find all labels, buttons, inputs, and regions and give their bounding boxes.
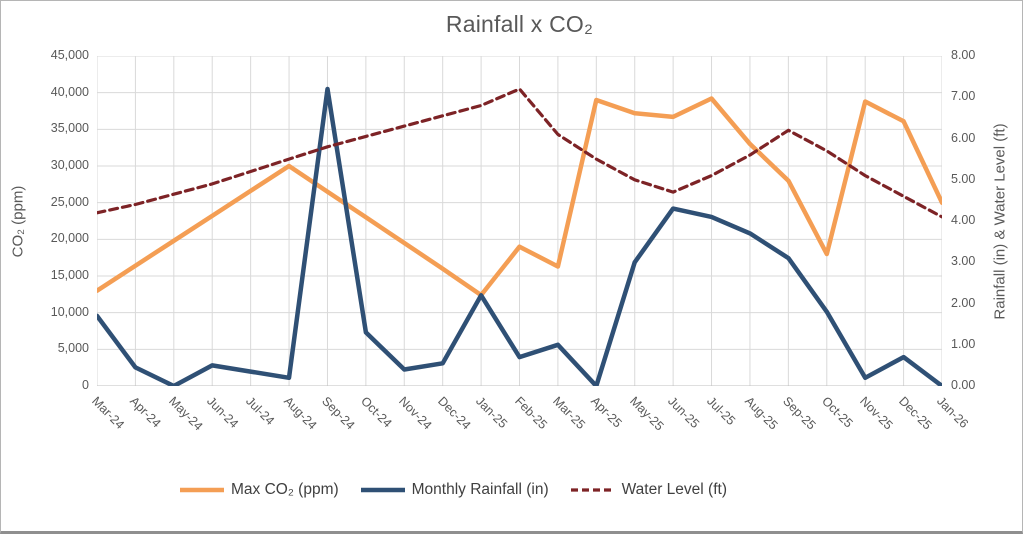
y-axis-left-tick-label: 0 bbox=[82, 378, 89, 392]
left-axis-title-wrap: CO₂ (ppm) bbox=[5, 56, 31, 386]
x-axis-tick-label: May-24 bbox=[165, 394, 206, 434]
y-axis-right-tick-label: 1.00 bbox=[951, 336, 976, 351]
x-axis-tick-label: Jun-24 bbox=[204, 394, 242, 431]
legend-label-water-level: Water Level (ft) bbox=[621, 481, 727, 498]
legend-item-water-level: Water Level (ft) bbox=[570, 481, 727, 499]
y-axis-left-tick-label: 35,000 bbox=[50, 121, 89, 136]
x-axis-tick-label: Jul-24 bbox=[242, 394, 277, 428]
series-line-max-co-ppm bbox=[97, 96, 942, 298]
x-axis-tick-label: Mar-24 bbox=[89, 394, 127, 432]
x-axis-tick-label: Jun-25 bbox=[665, 394, 703, 431]
y-axis-right-tick-label: 4.00 bbox=[951, 213, 976, 227]
x-axis-tick-label: Sep-24 bbox=[319, 394, 358, 433]
y-axis-left-tick-label: 25,000 bbox=[50, 194, 89, 209]
left-axis-title: CO₂ (ppm) bbox=[9, 185, 27, 257]
y-axis-left-tick-label: 40,000 bbox=[50, 84, 89, 99]
y-axis-left-tick-label: 45,000 bbox=[50, 48, 89, 62]
x-axis-tick-label: Apr-24 bbox=[127, 394, 164, 431]
y-axis-left-tick-label: 30,000 bbox=[50, 158, 89, 172]
y-axis-right-tick-label: 6.00 bbox=[951, 130, 976, 145]
legend-label-max-co2: Max CO₂ (ppm) bbox=[231, 481, 339, 498]
legend-label-monthly-rainfall: Monthly Rainfall (in) bbox=[411, 481, 549, 498]
y-axis-left-tick-label: 10,000 bbox=[50, 304, 89, 319]
legend-item-monthly-rainfall: Monthly Rainfall (in) bbox=[360, 481, 549, 499]
y-axis-left-tick-label: 15,000 bbox=[50, 268, 89, 282]
x-axis-tick-label: Oct-24 bbox=[357, 394, 395, 431]
x-axis-tick-label: May-25 bbox=[626, 394, 667, 434]
x-axis-tick-label: Aug-24 bbox=[281, 394, 320, 433]
plot-area bbox=[97, 56, 942, 386]
x-axis-tick-label: Feb-25 bbox=[511, 394, 550, 432]
y-axis-right-tick-label: 2.00 bbox=[951, 295, 976, 310]
y-axis-right-tick-label: 8.00 bbox=[951, 48, 976, 62]
x-axis-tick-label: Dec-25 bbox=[895, 394, 935, 433]
x-axis-tick-label: Nov-25 bbox=[857, 394, 896, 433]
y-axis-right-tick-label: 0.00 bbox=[951, 378, 976, 392]
y-axis-right-tick-label: 5.00 bbox=[951, 171, 976, 186]
y-axis-right-tick-label: 3.00 bbox=[951, 254, 976, 269]
series-line-water-level-ft bbox=[97, 87, 942, 219]
x-axis-tick-label: Jan-25 bbox=[473, 394, 511, 431]
legend-swatch-monthly-rainfall-line bbox=[360, 487, 405, 493]
x-axis-tick-label: Nov-24 bbox=[396, 394, 435, 433]
legend-item-max-co2: Max CO₂ (ppm) bbox=[179, 481, 339, 499]
y-axis-left-tick-label: 5,000 bbox=[57, 341, 89, 356]
x-axis-tick-label: Jul-25 bbox=[703, 394, 738, 428]
x-axis-tick-label: Dec-24 bbox=[434, 394, 474, 433]
x-axis-tick-label: Apr-25 bbox=[588, 394, 625, 431]
x-axis-tick-label: Mar-25 bbox=[550, 394, 588, 432]
x-axis-tick-label: Oct-25 bbox=[818, 394, 856, 431]
x-axis-tick-label: Aug-25 bbox=[742, 394, 781, 433]
x-axis-tick-label: Jan-26 bbox=[934, 394, 972, 431]
legend-swatch-water-level-line bbox=[570, 488, 615, 492]
y-axis-right-tick-label: 7.00 bbox=[951, 89, 976, 104]
series-line-monthly-rainfall-in bbox=[97, 86, 942, 386]
chart-title: Rainfall x CO₂ bbox=[445, 11, 594, 37]
legend: Max CO₂ (ppm) Monthly Rainfall (in) Wate… bbox=[179, 478, 727, 502]
y-axis-left-tick-label: 20,000 bbox=[50, 231, 89, 246]
legend-swatch-max-co2-line bbox=[180, 487, 224, 493]
x-axis-tick-label: Sep-25 bbox=[780, 394, 819, 433]
